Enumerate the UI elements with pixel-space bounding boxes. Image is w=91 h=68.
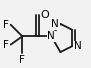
Text: O: O [41,10,49,20]
Text: F: F [3,20,9,30]
Text: F: F [19,55,25,65]
Text: N: N [74,41,81,51]
Text: F: F [3,40,9,50]
Text: N: N [51,19,59,29]
Text: N: N [47,31,55,41]
